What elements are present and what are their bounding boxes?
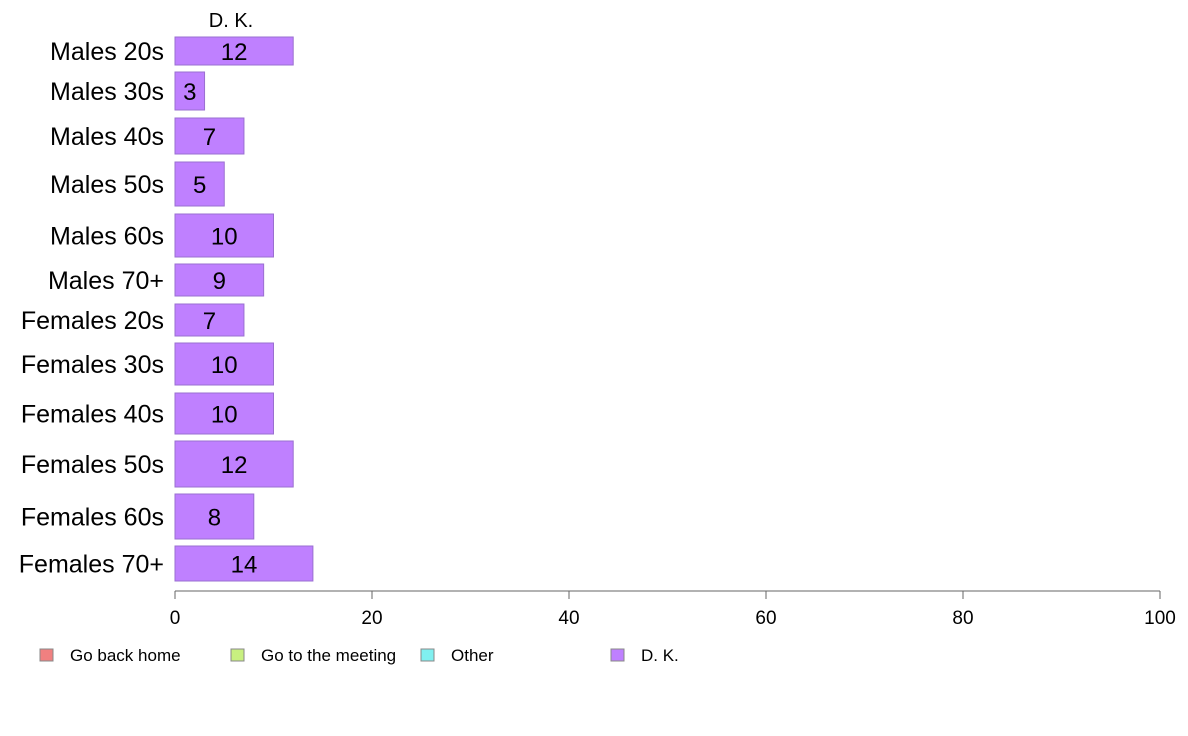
bar-value-label: 5 bbox=[193, 172, 206, 199]
category-label: Females 50s bbox=[21, 451, 164, 479]
x-tick-label: 40 bbox=[558, 608, 579, 629]
category-label: Females 70+ bbox=[19, 551, 164, 579]
legend-swatch bbox=[39, 648, 54, 662]
bar-segment bbox=[174, 303, 245, 337]
category-label: Females 20s bbox=[21, 307, 164, 335]
legend: Go back home Go to the meeting Other D. K. bbox=[39, 646, 679, 665]
x-tick-label: 100 bbox=[1144, 608, 1176, 629]
bar-segment bbox=[174, 545, 314, 582]
bar-value-label: 14 bbox=[231, 552, 258, 579]
bar-segment bbox=[174, 71, 206, 111]
category-label: Males 70+ bbox=[48, 267, 164, 295]
legend-label: Go back home bbox=[70, 646, 181, 665]
bar-segment bbox=[174, 440, 294, 488]
bar-value-label: 12 bbox=[221, 39, 248, 66]
bar-value-label: 10 bbox=[211, 224, 238, 251]
legend-label: Go to the meeting bbox=[261, 646, 396, 665]
bar-segment bbox=[174, 213, 274, 258]
category-label: Males 60s bbox=[50, 223, 164, 251]
bar-value-label: 8 bbox=[208, 505, 221, 532]
bar-value-label: 7 bbox=[203, 124, 216, 151]
x-axis: 0 20 40 60 80 100 bbox=[170, 590, 1176, 629]
x-tick-label: 20 bbox=[361, 608, 382, 629]
series-title-dk: D. K. bbox=[209, 10, 253, 32]
bar-segment bbox=[174, 117, 245, 155]
x-tick-label: 80 bbox=[952, 608, 973, 629]
bar-segment bbox=[174, 342, 274, 386]
bar-value-label: 9 bbox=[213, 268, 226, 295]
x-tick-label: 0 bbox=[170, 608, 181, 629]
legend-swatch bbox=[230, 648, 245, 662]
bar-value-label: 7 bbox=[203, 308, 216, 335]
legend-label: D. K. bbox=[641, 646, 679, 665]
legend-swatch bbox=[610, 648, 625, 662]
bar-value-label: 10 bbox=[211, 402, 238, 429]
bar-value-label: 10 bbox=[211, 352, 238, 379]
category-label: Males 40s bbox=[50, 123, 164, 151]
category-label: Females 40s bbox=[21, 401, 164, 429]
bar-segment bbox=[174, 36, 294, 66]
legend-swatch bbox=[420, 648, 435, 662]
bar-segment bbox=[174, 263, 265, 297]
bar-value-label: 3 bbox=[183, 79, 196, 106]
legend-label: Other bbox=[451, 646, 494, 665]
bar-segment bbox=[174, 161, 225, 207]
category-label: Males 30s bbox=[50, 78, 164, 106]
category-label: Females 30s bbox=[21, 351, 164, 379]
bar-value-label: 12 bbox=[221, 452, 248, 479]
category-label: Males 50s bbox=[50, 171, 164, 199]
x-tick-label: 60 bbox=[755, 608, 776, 629]
category-label: Males 20s bbox=[50, 38, 164, 66]
bar-segment bbox=[174, 493, 255, 540]
bars-group: Males 20s 12 Males 30s 3 Males 40s 7 Males 50s… bbox=[19, 36, 314, 582]
category-label: Females 60s bbox=[21, 504, 164, 532]
bar-segment bbox=[174, 392, 274, 435]
